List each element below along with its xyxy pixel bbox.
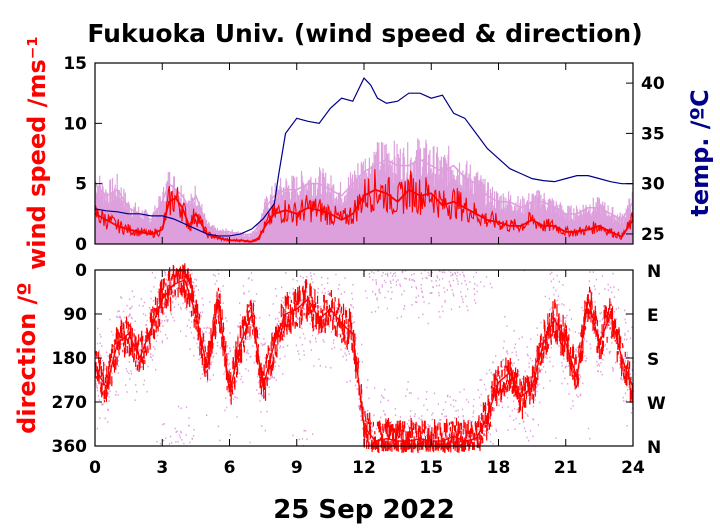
x-tick-label: 24 <box>621 458 645 478</box>
x-tick-label: 12 <box>352 458 376 478</box>
chart-title: Fukuoka Univ. (wind speed & direction) <box>87 19 642 48</box>
direction-series <box>94 263 634 453</box>
bottom-plot-frame <box>94 269 634 447</box>
compass-label: S <box>647 350 659 370</box>
y-tick-label: 10 <box>63 114 87 134</box>
wind-series <box>94 169 634 243</box>
top-x-ticks <box>94 63 634 244</box>
direction-line <box>94 278 634 442</box>
direction-scatter-cloud <box>95 269 635 447</box>
bottom-panel: 0 90 180 270 360 N E S W N 0 3 6 9 12 15 18 21 24 <box>52 261 667 478</box>
y2-tick-label: 30 <box>641 175 665 195</box>
wind-detail-line <box>94 169 634 243</box>
y-tick-label: 15 <box>63 54 87 74</box>
top-panel: 0 5 10 15 25 30 35 40 <box>63 54 665 255</box>
y-tick-label: 90 <box>63 305 87 325</box>
compass-axis-ticks: N E S W N <box>626 262 666 458</box>
wind-speed-axis-label: wind speed /ms⁻¹ <box>23 36 51 270</box>
wind-axis-ticks: 0 5 10 15 <box>63 54 102 255</box>
temp-axis-ticks: 25 30 35 40 <box>626 74 665 245</box>
x-tick-label: 9 <box>291 458 303 478</box>
direction-axis-ticks: 0 90 180 270 360 <box>52 261 102 457</box>
bottom-x-ticks: 0 3 6 9 12 15 18 21 24 <box>89 270 645 478</box>
x-tick-label: 15 <box>419 458 443 478</box>
compass-label: N <box>647 262 661 282</box>
compass-label: N <box>647 438 661 458</box>
y-tick-label: 0 <box>75 235 87 255</box>
x-tick-label: 18 <box>487 458 511 478</box>
direction-axis-label: direction /º <box>13 282 41 434</box>
temperature-line <box>94 77 633 237</box>
gust-line <box>94 158 634 236</box>
x-tick-label: 6 <box>224 458 236 478</box>
y2-tick-label: 40 <box>641 74 665 94</box>
y-tick-label: 5 <box>75 175 87 195</box>
x-axis-label: 25 Sep 2022 <box>273 495 455 525</box>
x-tick-label: 3 <box>156 458 168 478</box>
x-tick-label: 0 <box>89 458 101 478</box>
y-tick-label: 0 <box>75 261 87 281</box>
y2-tick-label: 35 <box>641 124 665 144</box>
x-tick-label: 21 <box>554 458 578 478</box>
y-tick-label: 270 <box>52 393 88 413</box>
gust-texture <box>94 138 633 244</box>
wind-line <box>94 188 634 243</box>
y-tick-label: 360 <box>52 437 88 457</box>
y2-tick-label: 25 <box>641 225 665 245</box>
compass-label: E <box>647 306 659 326</box>
direction-scatter <box>95 269 635 447</box>
compass-label: W <box>647 394 666 414</box>
temperature-axis-label: temp. /ºC <box>686 89 714 216</box>
temperature-series <box>94 77 633 237</box>
y-tick-label: 180 <box>52 349 88 369</box>
